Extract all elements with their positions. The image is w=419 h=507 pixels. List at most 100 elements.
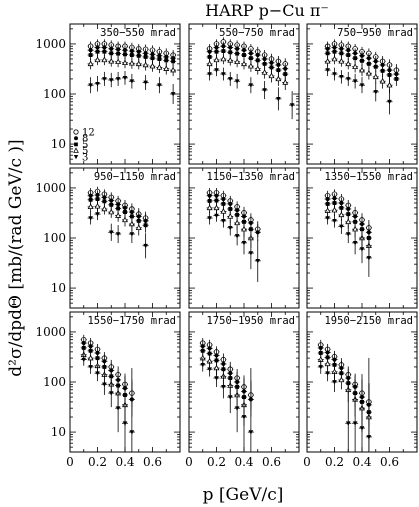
data-point <box>234 79 240 84</box>
data-point <box>81 357 87 363</box>
data-point <box>366 256 372 261</box>
data-point <box>227 77 233 82</box>
data-point <box>325 201 330 206</box>
data-point <box>248 83 254 88</box>
data-point <box>122 216 128 223</box>
data-point <box>129 214 134 219</box>
data-point <box>387 73 392 77</box>
data-point <box>386 81 393 88</box>
data-point <box>88 216 93 221</box>
data-point <box>207 198 212 203</box>
data-point <box>102 199 107 204</box>
data-point <box>275 75 282 82</box>
data-point <box>221 219 226 224</box>
data-series <box>87 71 177 104</box>
data-point <box>345 232 351 237</box>
data-series <box>87 46 177 67</box>
data-point <box>142 61 149 68</box>
data-point <box>129 79 135 84</box>
data-series <box>206 41 289 75</box>
data-point <box>289 103 295 108</box>
data-point <box>318 365 324 370</box>
data-point <box>213 56 220 63</box>
data-point <box>101 56 108 63</box>
data-point <box>102 382 107 387</box>
data-series <box>324 46 400 86</box>
data-point <box>116 51 121 56</box>
data-point <box>135 60 142 67</box>
data-point <box>332 201 337 205</box>
data-point <box>373 64 378 69</box>
data-point <box>115 406 121 411</box>
data-point <box>331 55 338 62</box>
data-point <box>248 430 254 435</box>
data-point <box>116 206 121 211</box>
data-point <box>123 52 127 57</box>
data-point <box>87 60 94 67</box>
data-point <box>214 358 219 363</box>
x-tick-label: 0.2 <box>207 455 226 469</box>
data-point <box>108 230 114 235</box>
data-point <box>359 247 365 252</box>
chart-title: HARP p−Cu π⁻ <box>205 1 329 20</box>
data-point <box>339 205 344 210</box>
data-point <box>95 212 100 217</box>
data-point <box>109 51 114 56</box>
data-point <box>276 68 281 73</box>
data-point <box>221 385 226 390</box>
data-point <box>339 51 344 56</box>
data-point <box>255 52 260 58</box>
data-point <box>242 53 246 57</box>
data-series <box>199 358 254 452</box>
data-point <box>262 61 267 66</box>
data-point <box>200 363 206 368</box>
data-point <box>269 65 274 70</box>
data-point <box>108 78 114 83</box>
data-point <box>325 371 330 376</box>
panel: 1350−1550 mrad <box>306 167 418 309</box>
data-point <box>207 193 212 198</box>
data-point <box>214 49 219 54</box>
x-tick-label: 0.2 <box>88 455 107 469</box>
data-point <box>206 60 213 67</box>
data-series <box>80 353 135 452</box>
data-point <box>122 76 128 81</box>
data-point <box>95 81 100 87</box>
data-point <box>227 225 233 231</box>
data-point <box>255 258 261 264</box>
data-point <box>101 205 108 212</box>
data-point <box>227 395 233 400</box>
data-point <box>200 348 205 353</box>
data-point <box>387 99 392 105</box>
data-point <box>221 72 226 77</box>
data-point <box>149 62 156 69</box>
data-point <box>359 66 365 73</box>
legend-label: 5 <box>82 146 88 157</box>
data-point <box>235 212 240 217</box>
data-point <box>207 72 212 77</box>
data-series <box>206 209 261 282</box>
data-series <box>87 54 177 77</box>
data-point <box>338 57 345 64</box>
panel-label: 350−550 mrad <box>100 27 176 39</box>
data-point <box>122 421 128 426</box>
data-point <box>102 49 107 54</box>
data-point <box>207 54 212 59</box>
data-point <box>228 50 233 55</box>
panel: 10 100 1000 0 0.2 0.4 0.6 1550−1750 mrad <box>35 311 181 469</box>
data-point <box>95 356 100 361</box>
data-point <box>372 73 379 80</box>
data-point <box>221 44 226 49</box>
y-tick-label: 100 <box>43 87 66 101</box>
data-point <box>241 241 247 246</box>
data-point <box>228 207 233 211</box>
data-series <box>87 208 149 259</box>
data-point <box>234 58 241 65</box>
data-point <box>129 53 134 57</box>
panel-frame <box>306 23 418 165</box>
data-point <box>129 232 135 237</box>
y-tick-label: 10 <box>51 137 66 151</box>
x-tick-label: 0 <box>303 455 311 469</box>
